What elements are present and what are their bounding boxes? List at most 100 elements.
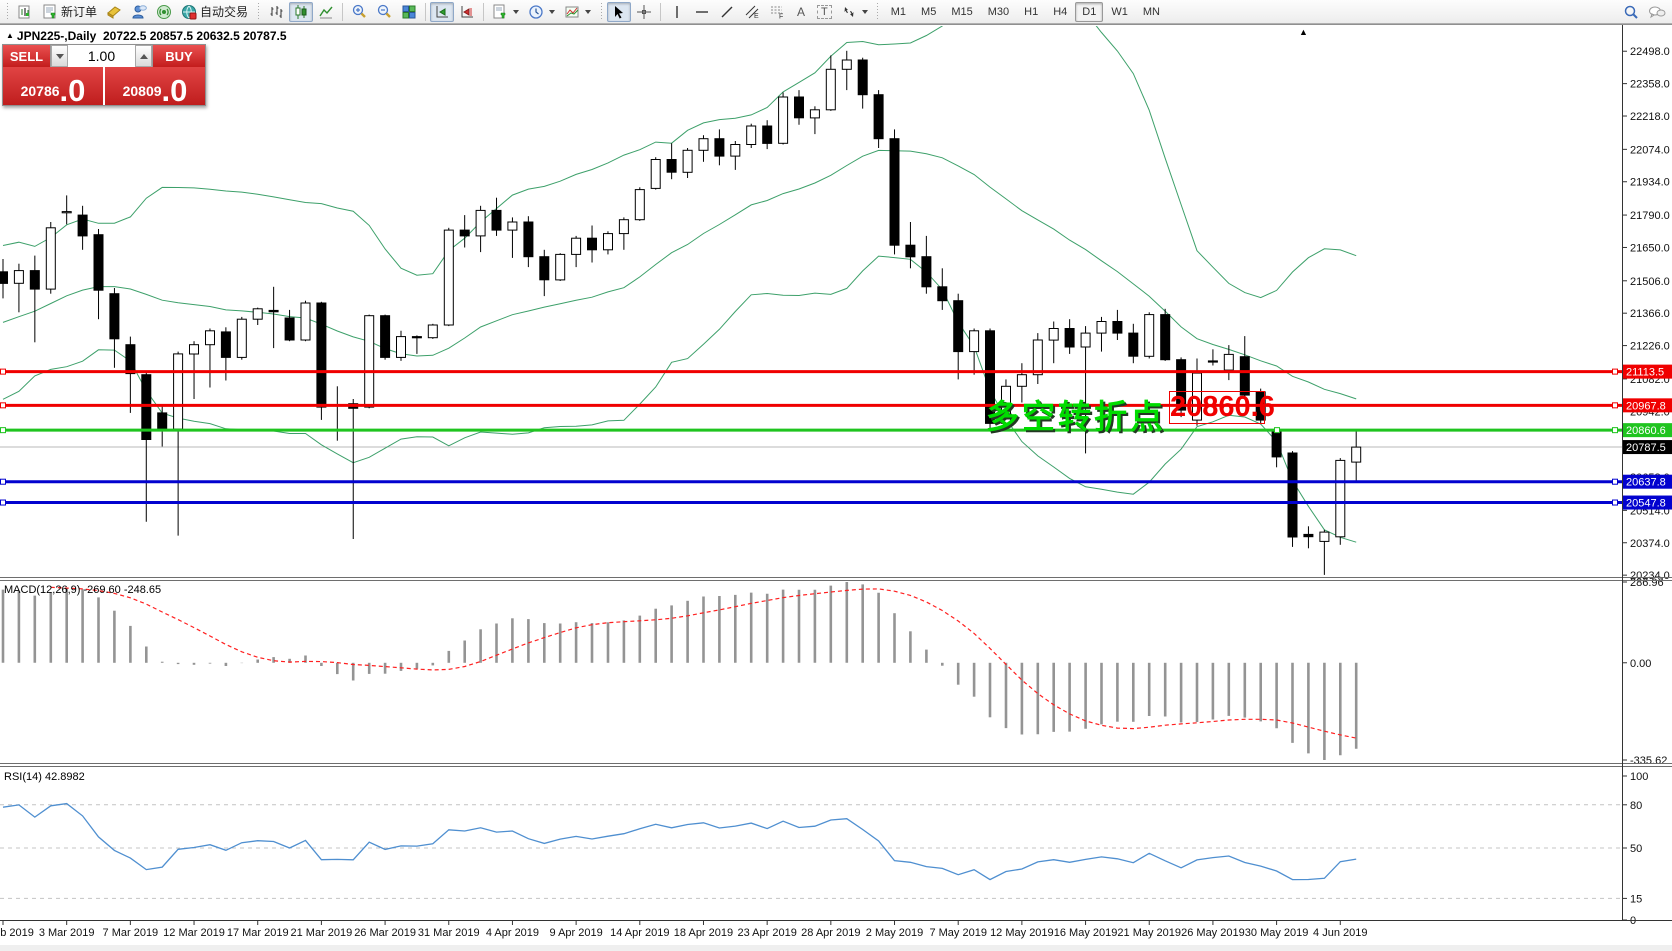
line-chart-button[interactable] (314, 2, 338, 22)
text-label-button[interactable]: T (813, 2, 836, 22)
zoom-in-button[interactable] (347, 2, 371, 22)
svg-text:7 Mar 2019: 7 Mar 2019 (103, 927, 159, 939)
arrows-icon (844, 6, 854, 17)
equidistant-channel-button[interactable]: E (740, 2, 764, 22)
signals-button[interactable] (152, 2, 176, 22)
community-button[interactable] (127, 2, 151, 22)
hline-20860.6[interactable] (0, 427, 1622, 434)
sell-price-big: .0 (59, 73, 86, 108)
svg-text:26 Mar 2019: 26 Mar 2019 (354, 927, 416, 939)
cursor-icon (615, 5, 624, 18)
tab-timeframe-m15[interactable]: M15 (944, 2, 979, 22)
chart-shift-button[interactable] (455, 2, 479, 22)
svg-text:26 Feb 2019: 26 Feb 2019 (0, 927, 34, 939)
autotrading-button[interactable]: 自动交易 (177, 2, 252, 22)
volume-down-button[interactable] (51, 45, 68, 67)
auto-scroll-icon (436, 5, 449, 17)
fibonacci-button[interactable]: F (765, 2, 789, 22)
svg-text:20787.5: 20787.5 (1626, 442, 1666, 454)
tab-timeframe-m30[interactable]: M30 (981, 2, 1016, 22)
trendline-button[interactable] (715, 2, 739, 22)
svg-text:286.96: 286.96 (1630, 577, 1664, 589)
turning-point-price-box[interactable]: 20860.6 (1169, 391, 1275, 424)
chart-ohlc-values: 20722.5 20857.5 20632.5 20787.5 (102, 29, 287, 43)
buy-price-big: .0 (161, 73, 188, 108)
buy-button[interactable]: BUY (153, 45, 205, 67)
buy-price[interactable]: 20809.0 (105, 67, 205, 108)
svg-text:20637.8: 20637.8 (1626, 477, 1666, 489)
equidistant-channel-icon: E (745, 5, 759, 20)
chart-shift-icon (461, 5, 474, 17)
svg-text:14 Apr 2019: 14 Apr 2019 (610, 927, 669, 939)
toolbar-grip (875, 2, 880, 21)
volume-input[interactable] (68, 45, 135, 67)
date-axis[interactable]: 26 Feb 2019 3 Mar 2019 7 Mar 2019 12 Mar 20… (0, 920, 1367, 940)
hline-20967.8[interactable] (0, 402, 1622, 409)
price-axis[interactable]: 22498.0 22358.0 22218.0 22074.0 21934.0 21790… (1622, 46, 1672, 927)
periods-button[interactable] (524, 2, 559, 22)
svg-text:22498.0: 22498.0 (1630, 46, 1670, 58)
auto-scroll-button[interactable] (430, 1, 455, 22)
new-order-button[interactable]: 新订单 (38, 2, 101, 22)
macd-pane (1, 582, 1358, 760)
volume-up-button[interactable] (135, 45, 152, 67)
label-tool-letter: T (817, 4, 832, 19)
svg-text:F: F (779, 13, 783, 20)
hline-20547.8[interactable] (0, 499, 1622, 506)
text-button[interactable]: A (790, 2, 812, 22)
sell-button[interactable]: SELL (3, 45, 50, 67)
svg-text:18 Apr 2019: 18 Apr 2019 (674, 927, 733, 939)
svg-text:E: E (754, 13, 759, 20)
candlestick-chart-button[interactable] (289, 1, 314, 22)
cursor-button[interactable] (607, 1, 632, 22)
new-chart-button[interactable] (13, 2, 37, 22)
pane-borders (0, 24, 1672, 951)
indicators-button[interactable] (560, 2, 595, 22)
svg-text:21226.0: 21226.0 (1630, 341, 1670, 353)
search-icon (1624, 5, 1638, 19)
templates-icon (493, 4, 506, 18)
turning-point-annotation[interactable]: 多空转折点 (986, 398, 1166, 435)
hline-21113.5[interactable] (0, 368, 1622, 375)
svg-text:23 Apr 2019: 23 Apr 2019 (737, 927, 796, 939)
tile-windows-button[interactable] (397, 2, 421, 22)
svg-text:31 Mar 2019: 31 Mar 2019 (418, 927, 480, 939)
tab-timeframe-h4[interactable]: H4 (1046, 2, 1074, 22)
tab-timeframe-d1[interactable]: D1 (1075, 1, 1104, 22)
chat-button[interactable] (1644, 2, 1670, 22)
toolbar-grip (599, 2, 604, 21)
zoom-out-button[interactable] (372, 2, 396, 22)
svg-text:20234.0: 20234.0 (1630, 570, 1670, 582)
toolbar-grip (5, 2, 9, 21)
tab-timeframe-m5[interactable]: M5 (914, 2, 943, 22)
mql-editor-button[interactable] (102, 2, 126, 22)
horizontal-line-icon (696, 10, 709, 13)
tab-timeframe-h1[interactable]: H1 (1017, 2, 1045, 22)
tab-timeframe-m1[interactable]: M1 (884, 2, 913, 22)
mql-editor-icon (107, 5, 121, 19)
crosshair-button[interactable] (632, 2, 656, 22)
templates-button[interactable] (488, 2, 523, 22)
scroll-end-marker-icon: ▲ (1299, 27, 1308, 37)
svg-text:12 Mar 2019: 12 Mar 2019 (163, 927, 225, 939)
hline-20637.8[interactable] (0, 478, 1622, 485)
horizontal-line-button[interactable] (690, 2, 714, 22)
svg-text:9 Apr 2019: 9 Apr 2019 (550, 927, 603, 939)
tab-timeframe-w1[interactable]: W1 (1104, 2, 1135, 22)
macd-histogram (1, 582, 1358, 760)
chart-canvas[interactable]: 22498.0 22358.0 22218.0 22074.0 21934.0 21790… (0, 24, 1672, 951)
tile-windows-icon (402, 5, 416, 18)
autotrading-icon (182, 4, 197, 19)
toolbar-separator (660, 2, 662, 21)
svg-text:50: 50 (1630, 843, 1642, 855)
bar-chart-icon (270, 5, 283, 18)
sell-price[interactable]: 20786.0 (3, 67, 103, 108)
bar-chart-button[interactable] (264, 2, 288, 22)
svg-text:-335.62: -335.62 (1630, 755, 1667, 767)
collapse-arrow-icon: ▲ (6, 31, 14, 40)
arrows-button[interactable] (837, 2, 872, 22)
tab-timeframe-mn[interactable]: MN (1136, 2, 1167, 22)
autotrading-label: 自动交易 (200, 5, 249, 19)
search-button[interactable] (1619, 2, 1643, 22)
vertical-line-button[interactable] (665, 2, 689, 22)
